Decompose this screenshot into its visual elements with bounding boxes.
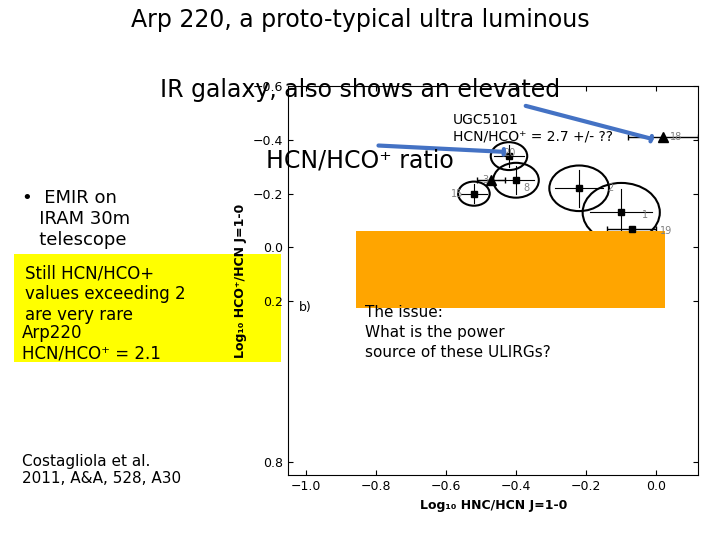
Text: 18: 18 (670, 132, 683, 143)
Text: •  EMIR on
   IRAM 30m
   telescope: • EMIR on IRAM 30m telescope (22, 189, 130, 248)
Y-axis label: Log₁₀ HCO⁺/HCN J=1-0: Log₁₀ HCO⁺/HCN J=1-0 (234, 204, 247, 358)
Text: b): b) (299, 301, 311, 314)
Text: Arp220
HCN/HCO⁺ = 2.1: Arp220 HCN/HCO⁺ = 2.1 (22, 324, 161, 363)
Text: 19: 19 (660, 226, 672, 236)
Text: IR galaxy, also shows an elevated: IR galaxy, also shows an elevated (160, 78, 560, 102)
Text: 2: 2 (607, 183, 613, 193)
Text: Arp 220, a proto-typical ultra luminous: Arp 220, a proto-typical ultra luminous (131, 8, 589, 32)
Text: 3: 3 (482, 175, 488, 185)
Text: HCN/HCO⁺ ratio: HCN/HCO⁺ ratio (266, 148, 454, 172)
Text: 1: 1 (642, 210, 649, 220)
Text: 20: 20 (503, 148, 516, 158)
Text: The issue:
What is the power
source of these ULIRGs?: The issue: What is the power source of t… (365, 305, 551, 360)
X-axis label: Log₁₀ HNC/HCN J=1-0: Log₁₀ HNC/HCN J=1-0 (420, 498, 567, 511)
FancyBboxPatch shape (356, 231, 665, 308)
Text: Costagliola et al.
2011, A&A, 528, A30: Costagliola et al. 2011, A&A, 528, A30 (22, 454, 181, 486)
Text: 15: 15 (451, 189, 464, 199)
Text: 8: 8 (523, 183, 529, 193)
Text: Still HCN/HCO+
values exceeding 2
are very rare: Still HCN/HCO+ values exceeding 2 are ve… (25, 265, 186, 324)
Text: UGC5101
HCN/HCO⁺ = 2.7 +/- ??: UGC5101 HCN/HCO⁺ = 2.7 +/- ?? (453, 113, 613, 144)
